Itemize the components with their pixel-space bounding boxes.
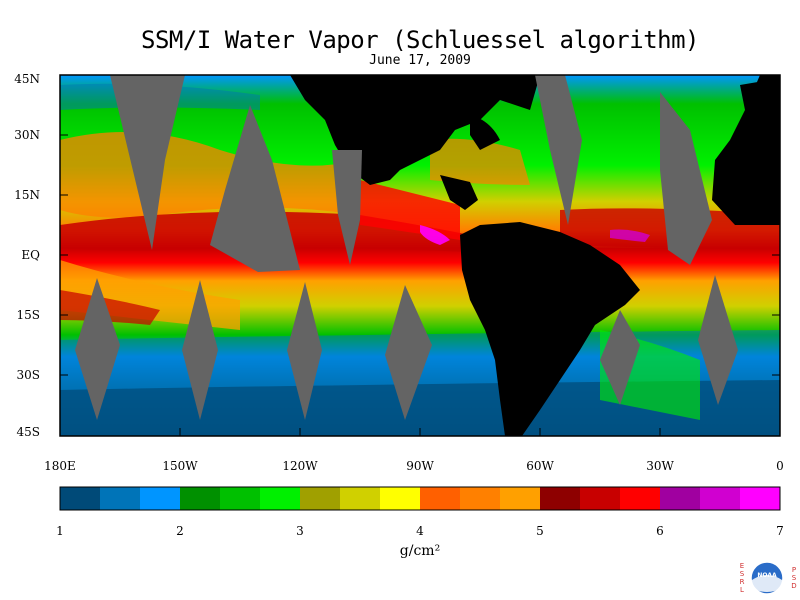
- colorbar-label-1: 1: [56, 524, 64, 538]
- colorbar-swatch: [660, 487, 701, 510]
- colorbar-label-4: 4: [416, 524, 424, 538]
- colorbar-swatch: [180, 487, 221, 510]
- lat-label-45s: 45S: [16, 425, 41, 439]
- lon-label-90w: 90W: [406, 459, 434, 473]
- colorbar-label-7: 7: [776, 524, 784, 538]
- lat-label-45n: 45N: [14, 72, 40, 86]
- colorbar-label-3: 3: [296, 524, 304, 538]
- colorbar-swatch: [340, 487, 381, 510]
- colorbar-swatch: [620, 487, 661, 510]
- colorbar-label-2: 2: [176, 524, 184, 538]
- colorbar-swatch: [220, 487, 261, 510]
- lon-label-120w: 120W: [282, 459, 318, 473]
- chart-date: June 17, 2009: [369, 53, 471, 68]
- colorbar-swatch: [460, 487, 501, 510]
- colorbar-swatch: [300, 487, 341, 510]
- lat-label-15s: 15S: [16, 308, 41, 322]
- colorbar-label-5: 5: [536, 524, 544, 538]
- colorbar-swatch: [60, 487, 101, 510]
- lon-label-30w: 30W: [646, 459, 674, 473]
- colorbar-units: g/cm²: [399, 543, 441, 559]
- logo-noaa-text: NOAA: [757, 572, 777, 579]
- lat-label-30s: 30S: [16, 368, 41, 382]
- map-field: [60, 75, 780, 436]
- colorbar-swatch: [100, 487, 141, 510]
- lon-label-150w: 150W: [162, 459, 198, 473]
- lon-label-180e: 180E: [44, 459, 76, 473]
- colorbar-swatch: [380, 487, 421, 510]
- colorbar-swatch: [420, 487, 461, 510]
- map-ticks: [60, 134, 780, 436]
- colorbar-swatch: [740, 487, 781, 510]
- chart-title: SSM/I Water Vapor (Schluessel algorithm): [141, 26, 699, 54]
- colorbar-swatch: [700, 487, 741, 510]
- no-data-gaps: [75, 75, 738, 420]
- colorbar-swatch: [260, 487, 301, 510]
- lat-label-15n: 15N: [14, 188, 40, 202]
- lon-label-0: 0: [776, 459, 784, 473]
- colorbar-swatch: [500, 487, 541, 510]
- lon-label-60w: 60W: [526, 459, 554, 473]
- lat-label-30n: 30N: [14, 128, 40, 142]
- colorbar-label-6: 6: [656, 524, 664, 538]
- colorbar-swatch: [140, 487, 181, 510]
- noaa-logo: [750, 561, 784, 595]
- colorbar-swatch: [580, 487, 621, 510]
- colorbar: [60, 487, 781, 510]
- lat-label-eq: EQ: [21, 248, 40, 262]
- colorbar-swatch: [540, 487, 581, 510]
